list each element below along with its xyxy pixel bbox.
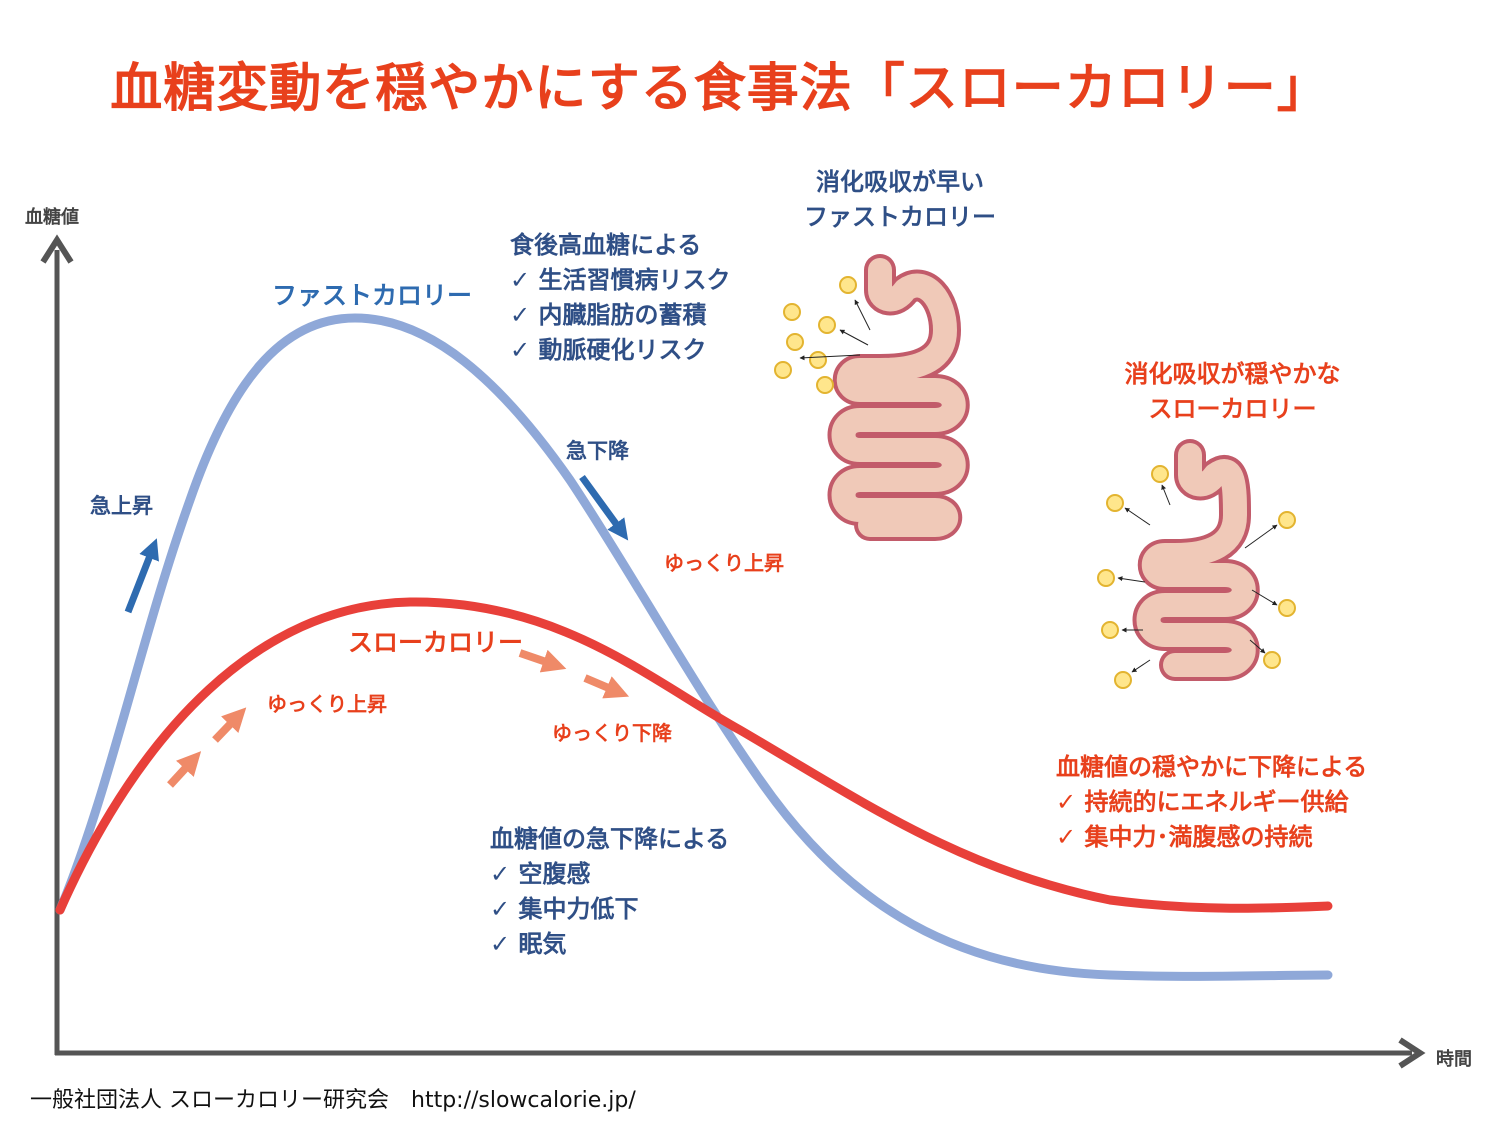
slow-effect-item: ✓ 集中力･満腹感の持続 — [1056, 823, 1313, 851]
slow-fall-arrow-1 — [518, 649, 567, 673]
fast-calorie-label: ファストカロリー — [272, 281, 473, 310]
fast-fall-label: 急下降 — [566, 439, 629, 463]
slow-effect-item: ✓ 持続的にエネルギー供給 — [1056, 788, 1349, 816]
drop-effect-item: ✓ 空腹感 — [490, 860, 591, 888]
slow-rise-arrow-1 — [167, 751, 202, 788]
fast-digest-caption: 消化吸収が早い ファストカロリー — [790, 165, 1010, 235]
fast-rise-label: 急上昇 — [90, 494, 153, 518]
x-axis-label: 時間 — [1436, 1049, 1472, 1070]
slow-rise-label: ゆっくり上昇 — [267, 692, 387, 716]
fast-fall-arrow — [579, 474, 629, 541]
slow-calorie-label: スローカロリー — [348, 628, 524, 657]
fast-effect-item: ✓ 内臓脂肪の蓄積 — [510, 301, 707, 329]
footer-credit: 一般社団法人 スローカロリー研究会 http://slowcalorie.jp/ — [30, 1088, 636, 1113]
fast-effect-item: ✓ 動脈硬化リスク — [510, 336, 707, 364]
slow-digestion-intestine-illustration — [1097, 439, 1296, 689]
fast-digestion-intestine-illustration — [774, 254, 970, 541]
slow-calorie-curve — [55, 597, 1333, 915]
slow-rise-label-right: ゆっくり上昇 — [664, 551, 784, 575]
fast-effects-heading: 食後高血糖による — [510, 231, 702, 259]
slow-fall-label: ゆっくり下降 — [552, 721, 672, 745]
drop-effect-item: ✓ 眠気 — [490, 930, 567, 958]
fast-effects-block: 食後高血糖による ✓ 生活習慣病リスク ✓ 内臓脂肪の蓄積 ✓ 動脈硬化リスク — [510, 228, 730, 368]
fast-rise-arrow — [124, 538, 159, 614]
slow-fall-arrow-2 — [583, 674, 630, 699]
slow-digest-line1: 消化吸収が穏やかな — [1124, 360, 1341, 388]
fast-digest-line1: 消化吸収が早い — [816, 168, 984, 196]
page-title: 血糖変動を穏やかにする食事法「スローカロリー」 — [110, 59, 1330, 119]
fast-calorie-curve — [55, 313, 1333, 981]
slow-effects-block: 血糖値の穏やかに下降による ✓ 持続的にエネルギー供給 ✓ 集中力･満腹感の持続 — [1056, 750, 1367, 855]
slow-digest-line2: スローカロリー — [1148, 395, 1317, 423]
x-axis — [55, 1037, 1426, 1069]
slow-effects-heading: 血糖値の穏やかに下降による — [1056, 753, 1368, 781]
drop-effects-block: 血糖値の急下降による ✓ 空腹感 ✓ 集中力低下 ✓ 眠気 — [490, 822, 729, 962]
slow-digest-caption: 消化吸収が穏やかな スローカロリー — [1100, 357, 1365, 427]
drop-effect-item: ✓ 集中力低下 — [490, 895, 639, 923]
fast-digest-line2: ファストカロリー — [804, 203, 996, 231]
y-axis-label: 血糖値 — [25, 207, 79, 228]
y-axis — [40, 234, 74, 1055]
drop-effects-heading: 血糖値の急下降による — [490, 825, 730, 853]
slow-rise-arrow-2 — [212, 707, 247, 743]
fast-effect-item: ✓ 生活習慣病リスク — [510, 266, 731, 294]
